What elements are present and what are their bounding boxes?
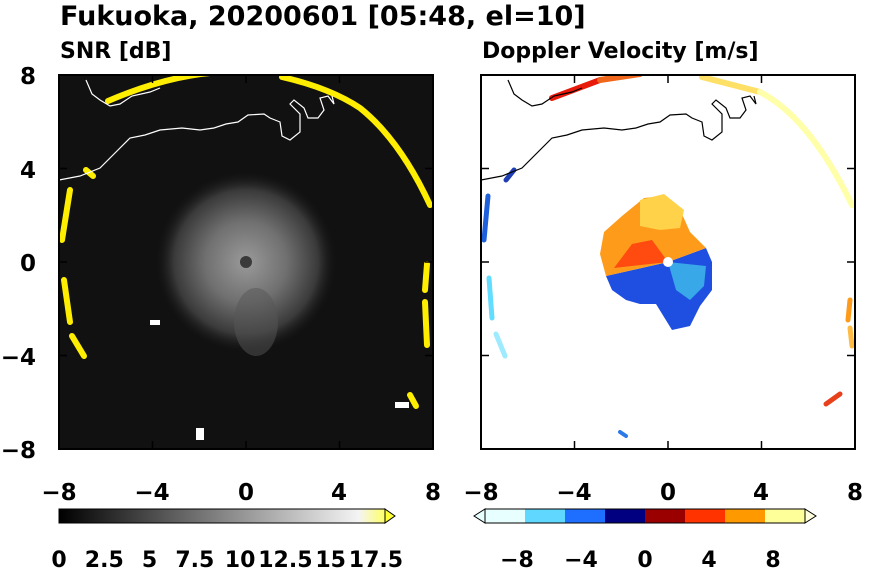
snr-colorbar-extend-max (384, 508, 396, 524)
doppler-colorbar-segment (565, 509, 606, 523)
doppler-colorbar-tick-labels: −8 −4 0 4 8 (500, 548, 781, 570)
snr-colorbar-tick-label: 10 (225, 548, 256, 570)
doppler-colorbar-segment (685, 509, 726, 523)
doppler-colorbar-tick-label: −4 (564, 548, 598, 570)
doppler-echo-center (663, 257, 673, 267)
doppler-colorbar-tick-label: −8 (500, 548, 534, 570)
doppler-colorbar-extend-min (473, 508, 486, 524)
snr-panel: SNR [dB] (1, 39, 441, 570)
doppler-panel-title: Doppler Velocity [m/s] (482, 39, 759, 64)
snr-echo-spot (240, 256, 252, 268)
doppler-xtick-label: 4 (753, 480, 769, 506)
doppler-colorbar-segment (765, 509, 806, 523)
snr-colorbar-tick-label: 15 (315, 548, 346, 570)
doppler-colorbar-segment (725, 509, 766, 523)
doppler-colorbar-tick-label: 8 (765, 548, 780, 570)
snr-xtick-label: 0 (238, 480, 254, 506)
doppler-colorbar: −8 −4 0 4 8 (473, 508, 817, 570)
snr-ytick-label: −8 (1, 438, 36, 464)
snr-colorbar: 0 2.5 5 7.5 10 12.5 15 17.5 (51, 508, 403, 570)
snr-clutter-ring (59, 75, 433, 409)
doppler-colorbar-segment (605, 509, 646, 523)
snr-panel-title: SNR [dB] (60, 39, 171, 64)
snr-xtick-label: 8 (425, 480, 441, 506)
snr-echo-plume (234, 288, 278, 356)
snr-colorbar-tick-label: 0 (51, 548, 66, 570)
doppler-colorbar-extend-max (804, 508, 817, 524)
snr-ytick-label: 4 (20, 158, 36, 184)
figure-title: Fukuoka, 20200601 [05:48, el=10] (60, 1, 586, 32)
snr-ytick-label: 8 (20, 64, 36, 90)
doppler-panel: Doppler Velocity [m/s] (463, 39, 863, 570)
snr-colorbar-tick-label: 5 (142, 548, 157, 570)
doppler-x-tick-labels: −8 −4 0 4 8 (463, 480, 863, 506)
snr-coastline (59, 79, 335, 181)
doppler-echo-receding-outer (640, 194, 684, 230)
snr-colorbar-tick-label: 17.5 (349, 548, 403, 570)
snr-colorbar-gradient (58, 508, 386, 524)
doppler-colorbar-segment (645, 509, 686, 523)
snr-xtick-label: 4 (331, 480, 347, 506)
snr-colorbar-tick-labels: 0 2.5 5 7.5 10 12.5 15 17.5 (51, 548, 403, 570)
doppler-xtick-label: 0 (660, 480, 676, 506)
snr-tick-marks (58, 74, 434, 450)
doppler-xtick-label: −8 (463, 480, 498, 506)
snr-ytick-label: −4 (1, 345, 36, 371)
doppler-xtick-label: 8 (847, 480, 863, 506)
doppler-tick-marks (480, 74, 856, 450)
snr-colorbar-tick-label: 12.5 (258, 548, 312, 570)
doppler-echo (600, 194, 712, 330)
doppler-colorbar-gradient (485, 509, 806, 523)
snr-xtick-label: −4 (134, 480, 169, 506)
snr-xtick-label: −8 (41, 480, 76, 506)
doppler-coastline (481, 79, 757, 181)
doppler-echo-approaching-core (668, 262, 706, 300)
doppler-echo-receding-core (614, 240, 668, 268)
doppler-colorbar-segment (485, 509, 526, 523)
doppler-colorbar-segment (525, 509, 566, 523)
doppler-colorbar-tick-label: 0 (637, 548, 652, 570)
doppler-xtick-label: −4 (556, 480, 591, 506)
snr-y-tick-labels: 8 4 0 −4 −8 (1, 64, 36, 464)
snr-ytick-label: 0 (20, 251, 36, 277)
snr-colorbar-tick-label: 2.5 (85, 548, 124, 570)
snr-x-tick-labels: −8 −4 0 4 8 (41, 480, 441, 506)
snr-colorbar-tick-label: 7.5 (175, 548, 214, 570)
snr-clutter-spots (150, 320, 409, 440)
doppler-colorbar-tick-label: 4 (701, 548, 716, 570)
